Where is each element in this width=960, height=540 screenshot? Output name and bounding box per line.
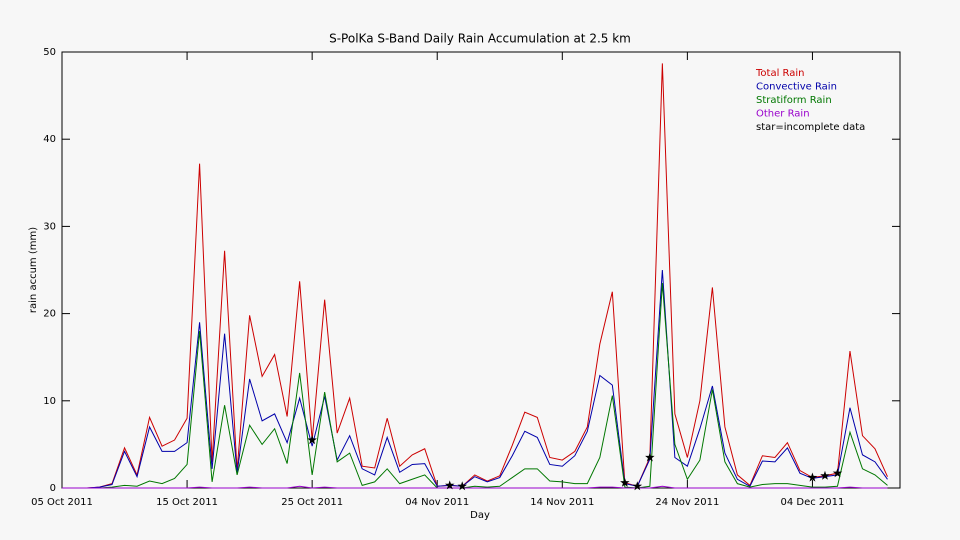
y-axis-title: rain accum (mm) — [28, 227, 39, 313]
series-line — [62, 485, 888, 489]
x-tick-label: 05 Oct 2011 — [31, 497, 93, 508]
legend-entry: Other Rain — [756, 109, 810, 120]
incomplete-star — [307, 435, 317, 445]
x-tick-label: 04 Nov 2011 — [405, 497, 469, 508]
chart-title: S-PolKa S-Band Daily Rain Accumulation a… — [329, 32, 631, 46]
x-axis-title: Day — [470, 510, 490, 521]
incomplete-star — [820, 470, 830, 480]
incomplete-star — [620, 477, 630, 487]
x-tick-label: 14 Nov 2011 — [530, 497, 594, 508]
series-line — [62, 269, 888, 489]
y-tick-label: 50 — [43, 47, 56, 58]
incomplete-star — [457, 481, 467, 491]
y-tick-label: 20 — [43, 309, 56, 320]
incomplete-star — [832, 468, 843, 478]
incomplete-star — [645, 452, 655, 462]
y-tick-label: 40 — [43, 134, 56, 145]
legend-note: star=incomplete data — [756, 122, 865, 133]
incomplete-star — [445, 480, 455, 490]
y-tick-label: 30 — [43, 221, 56, 232]
y-tick-label: 0 — [50, 483, 56, 494]
legend-entry: Stratiform Rain — [756, 95, 832, 106]
y-tick-label: 10 — [43, 396, 56, 407]
series-line — [62, 283, 888, 489]
x-tick-label: 24 Nov 2011 — [655, 497, 719, 508]
incomplete-star — [632, 481, 643, 491]
legend-entry: Total Rain — [755, 68, 805, 79]
incomplete-star — [807, 472, 818, 482]
legend-entry: Convective Rain — [756, 82, 837, 93]
x-tick-label: 25 Oct 2011 — [281, 497, 343, 508]
x-tick-label: 04 Dec 2011 — [781, 497, 845, 508]
x-tick-label: 15 Oct 2011 — [156, 497, 218, 508]
